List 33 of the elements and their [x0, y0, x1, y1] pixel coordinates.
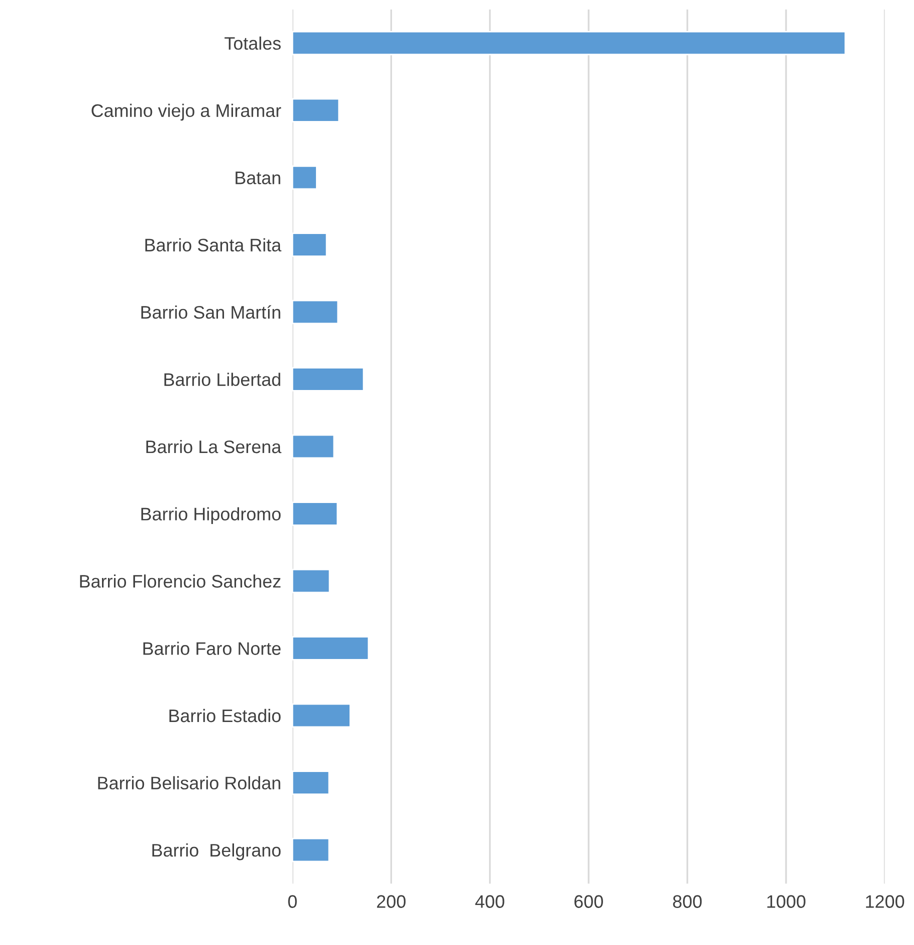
y-tick-label: Barrio Hipodromo: [141, 507, 281, 524]
y-tick-label: Barrio Faro Norte: [143, 642, 281, 655]
y-tick-label: Barrio Belgrano: [152, 843, 281, 860]
y-tick-label: Barrio La Serena: [146, 440, 282, 454]
bar: [292, 838, 330, 862]
y-tick-label: Barrio San Martín: [141, 305, 280, 319]
y-tick-label: Barrio Santa Rita: [145, 238, 282, 252]
x-tick-label: 0: [288, 895, 297, 908]
y-tick-label: Barrio Estadio: [169, 708, 281, 722]
bar: [292, 165, 318, 190]
bar: [292, 502, 338, 526]
x-tick-label: 400: [475, 895, 504, 908]
x-tick-label: 800: [673, 895, 702, 908]
bar: [292, 568, 330, 594]
bar: [292, 30, 846, 56]
x-tick-label: 200: [377, 895, 406, 908]
y-tick-label: Barrio Belisario Roldan: [98, 776, 280, 790]
bar: [292, 98, 340, 122]
y-tick-label: Camino viejo a Miramar: [92, 104, 282, 121]
y-tick-label: Barrio Florencio Sanchez: [80, 574, 280, 588]
x-tick-label: 1200: [866, 895, 904, 908]
y-tick-label: Totales: [224, 36, 281, 50]
bar: [292, 434, 335, 459]
x-tick-label: 600: [574, 895, 603, 908]
y-tick-label: Batan: [236, 172, 280, 184]
bar: [292, 367, 364, 392]
bar: [292, 703, 351, 728]
bar: [292, 636, 370, 660]
bar: [292, 300, 339, 324]
bar: [292, 770, 330, 795]
bar: [292, 232, 328, 257]
x-tick-label: 1000: [767, 895, 806, 908]
y-tick-label: Barrio Libertad: [164, 372, 280, 386]
